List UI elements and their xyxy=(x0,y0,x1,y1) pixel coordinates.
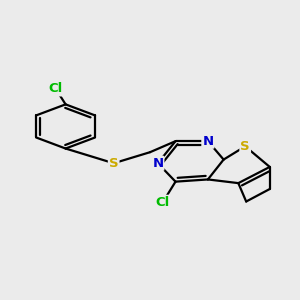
Text: Cl: Cl xyxy=(49,82,63,95)
Text: N: N xyxy=(152,157,164,170)
Text: Cl: Cl xyxy=(156,196,170,209)
Text: N: N xyxy=(202,135,214,148)
Text: S: S xyxy=(109,157,118,170)
Text: S: S xyxy=(240,140,250,153)
